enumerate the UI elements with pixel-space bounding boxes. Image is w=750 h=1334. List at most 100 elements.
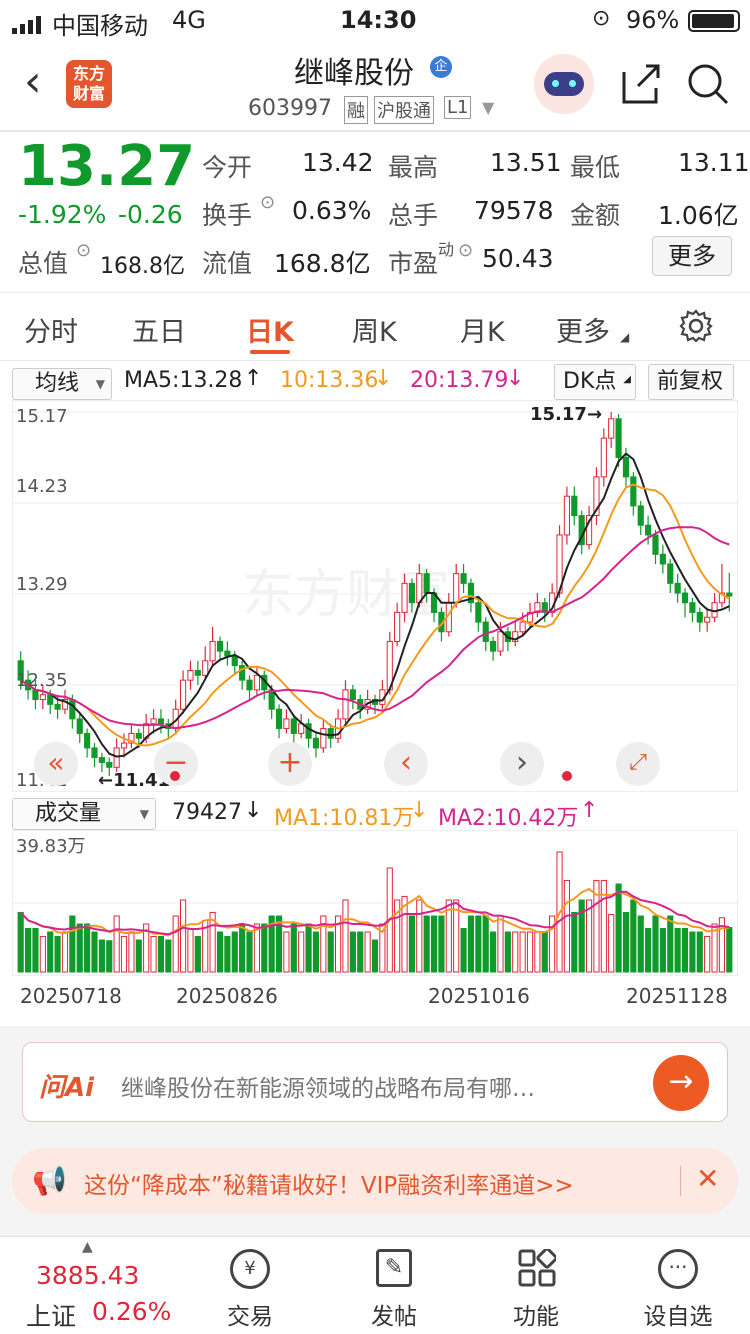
volume-indicator-select[interactable]: 成交量 ▼: [12, 798, 156, 830]
volume-bar: [39, 935, 46, 973]
volume-indicator-label: 成交量: [35, 801, 102, 826]
ai-robot-icon[interactable]: [534, 54, 594, 114]
fullscreen-button[interactable]: ⤢: [616, 742, 660, 786]
settings-gear-icon[interactable]: [678, 308, 714, 344]
zoom-in-button[interactable]: +: [268, 742, 312, 786]
dropdown-icon[interactable]: ▼: [482, 98, 495, 117]
nav-post[interactable]: ✎ 发帖: [334, 1237, 454, 1334]
candle-body: [696, 611, 703, 623]
candle-body: [622, 457, 630, 478]
volume-bar: [335, 915, 342, 973]
close-icon[interactable]: ✕: [696, 1162, 720, 1195]
volume-bar: [519, 931, 526, 973]
date-label-4: 20251128: [626, 984, 728, 1008]
tab-daily-k[interactable]: 日K: [246, 317, 294, 348]
volume-bar: [645, 927, 652, 973]
volume-bar: [497, 915, 504, 973]
candle-body: [416, 573, 423, 604]
adjust-button[interactable]: 前复权: [648, 364, 734, 400]
candle-body: [401, 582, 408, 613]
ai-question-box[interactable]: 问Ai 继峰股份在新能源领域的战略布局有哪… →: [22, 1042, 728, 1122]
kline-chart[interactable]: 东方财富 15.17 14.23 13.29 12.35 11.41 15.17…: [12, 400, 738, 792]
carrier: 中国移动: [52, 12, 148, 40]
app-logo[interactable]: 东方 财富: [66, 60, 112, 108]
volume-bar: [512, 931, 519, 973]
volume-bar: [54, 935, 61, 973]
max-price-marker: 15.17→: [530, 404, 602, 425]
candle-body: [150, 718, 157, 725]
volume-bar: [165, 939, 172, 973]
y-label-max: 15.17: [16, 406, 68, 427]
volume-bar: [113, 915, 120, 973]
candle-body: [54, 703, 61, 710]
more-button[interactable]: 更多: [652, 236, 732, 276]
pe-superscript: 动: [438, 240, 455, 259]
candle-body: [157, 718, 165, 725]
logo-text-bottom: 财富: [72, 84, 105, 103]
search-icon[interactable]: [686, 62, 730, 106]
header-divider: [0, 130, 750, 132]
scroll-left-button[interactable]: ‹: [384, 742, 428, 786]
candle-body: [32, 689, 39, 701]
scroll-left-fast-button[interactable]: «: [34, 742, 78, 786]
float-value-label: 流值: [202, 249, 253, 278]
date-label-1: 20250718: [20, 984, 122, 1008]
volume-bar: [246, 931, 253, 973]
dk-point-select[interactable]: DK点 ◢: [554, 364, 636, 400]
volume-bar: [379, 923, 386, 973]
volume-bar: [622, 911, 630, 973]
kline-point-marker: [562, 771, 572, 781]
tab-weekly-k[interactable]: 周K: [352, 317, 397, 348]
dk-caret-icon: ◢: [623, 374, 631, 385]
back-icon[interactable]: ‹: [24, 56, 42, 107]
candle-body: [342, 689, 349, 720]
volume-bar: [349, 931, 356, 973]
volume-chart[interactable]: 39.83万: [12, 830, 738, 976]
volume-bar: [327, 931, 334, 973]
select-caret-icon: ▼: [95, 377, 105, 391]
candle-body: [519, 621, 526, 633]
ai-submit-button[interactable]: →: [653, 1055, 709, 1111]
volume-bar: [47, 931, 54, 973]
info-icon[interactable]: ⊙: [76, 240, 92, 261]
ma20-line: [20, 526, 730, 730]
nav-trade-label: 交易: [227, 1304, 273, 1330]
volume-bar: [231, 931, 238, 973]
y-label-3: 13.29: [16, 574, 68, 595]
candle-body: [512, 631, 519, 642]
scroll-right-button[interactable]: ›: [500, 742, 544, 786]
nav-functions[interactable]: 功能: [476, 1237, 596, 1334]
ma20-arrow-down-icon: ↓: [506, 366, 525, 391]
open-value: 13.42: [302, 148, 374, 177]
tab-five-day[interactable]: 五日: [132, 317, 186, 348]
more-dots-icon: ···: [658, 1249, 698, 1289]
vol-ma1-arrow-down-icon: ↓: [410, 798, 429, 823]
tab-intraday[interactable]: 分时: [24, 317, 78, 348]
candle-body: [726, 592, 733, 597]
candle-body: [320, 728, 327, 749]
volume-select-caret-icon: ▼: [139, 807, 149, 821]
pe-info-icon[interactable]: ⊙: [458, 240, 474, 261]
promo-banner[interactable]: 📢 这份“降成本”秘籍请收好！VIP融资利率通道>> ✕: [12, 1148, 738, 1214]
ma10-line: [20, 483, 730, 747]
vol-ma2-line: [19, 890, 730, 936]
volume-bar: [563, 879, 571, 973]
tab-monthly-k[interactable]: 月K: [460, 317, 505, 348]
nav-watchlist[interactable]: ··· 设自选: [618, 1237, 738, 1334]
stock-code: 603997: [248, 96, 332, 121]
volume-bar: [106, 940, 113, 973]
turnover-info-icon[interactable]: ⊙: [260, 192, 276, 213]
tab-more[interactable]: 更多: [556, 317, 610, 348]
candle-body: [490, 640, 497, 652]
volume-bar: [394, 899, 401, 973]
volume-bar: [239, 923, 246, 973]
promo-text: 这份“降成本”秘籍请收好！VIP融资利率通道>>: [84, 1173, 574, 1199]
candle-body: [645, 524, 652, 536]
y-label-4: 12.35: [16, 670, 68, 691]
expand-up-icon[interactable]: ▲: [82, 1239, 93, 1255]
nav-trade[interactable]: ¥ 交易: [190, 1237, 310, 1334]
indicator-select[interactable]: 均线 ▼: [12, 368, 112, 400]
index-name[interactable]: 上证: [26, 1302, 77, 1331]
share-icon[interactable]: [618, 62, 662, 106]
candle-body: [475, 602, 482, 623]
